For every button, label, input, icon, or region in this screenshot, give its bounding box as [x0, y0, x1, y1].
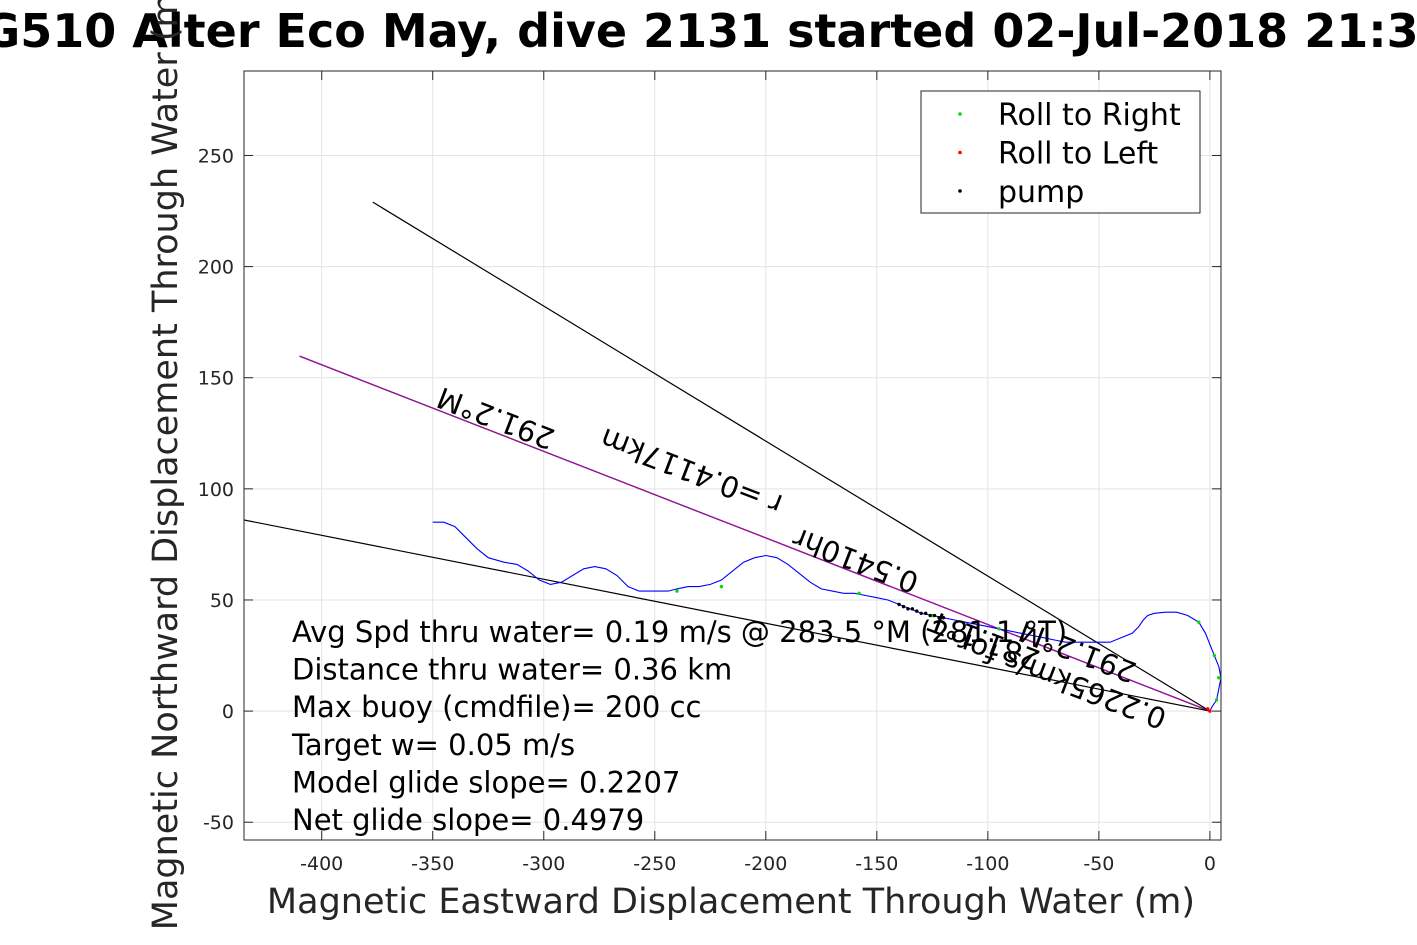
x-tick-label: -250	[633, 853, 676, 875]
legend-label: pump	[998, 175, 1084, 210]
dive-track-line	[432, 521, 1222, 712]
pump-marker	[910, 607, 915, 611]
pump-marker	[906, 607, 910, 611]
y-tick-label: 200	[198, 257, 234, 279]
x-tick-label: -50	[1083, 853, 1114, 875]
annotation-line: Max buoy (cmdfile)= 200 cc	[292, 690, 701, 724]
pump-marker	[928, 613, 932, 618]
y-tick-label: 100	[198, 479, 234, 501]
pump-marker	[932, 613, 937, 618]
pump-marker	[901, 604, 906, 609]
track	[432, 521, 1222, 712]
annotations: Avg Spd thru water= 0.19 m/s @ 283.5 °M …	[291, 615, 1067, 837]
annotation-line: Model glide slope= 0.2207	[292, 765, 680, 799]
axes-box	[243, 70, 1222, 841]
guide-line	[244, 519, 1211, 712]
pump-marker	[919, 611, 923, 616]
roll-right-marker	[857, 591, 861, 595]
x-tick-label: -150	[855, 853, 898, 875]
guide-lines	[244, 201, 1211, 712]
x-tick-label: -200	[744, 853, 787, 875]
pump-marker	[915, 609, 919, 613]
rotated-label: 0.5410hr	[788, 521, 923, 600]
roll-right-marker	[719, 584, 724, 589]
legend-label: Roll to Right	[998, 98, 1181, 133]
annotation-line: Distance thru water= 0.36 km	[292, 653, 732, 687]
y-axis-label: Magnetic Northward Displacement Through …	[146, 0, 186, 930]
roll-right-marker	[675, 589, 679, 593]
ticks: -400 -350 -300 -250 -200 -150 -100 -50 0 -50 0 50 10…	[198, 71, 1221, 875]
heading-line	[299, 355, 1211, 712]
x-tick-label: -300	[522, 853, 565, 875]
legend-label: Roll to Left	[998, 137, 1158, 172]
guide-line	[372, 201, 1211, 712]
pump-marker	[937, 616, 941, 620]
roll-left-marker	[1208, 709, 1212, 713]
pump-marker	[897, 602, 901, 607]
x-axis-label: Magnetic Eastward Displacement Through W…	[267, 882, 1195, 922]
x-tick-label: -350	[411, 853, 454, 875]
annotation-line: Net glide slope= 0.4979	[292, 803, 644, 837]
markers	[675, 584, 1221, 713]
x-tick-label: -100	[966, 853, 1009, 875]
legend-marker	[958, 189, 962, 193]
y-tick-label: -50	[203, 812, 234, 834]
y-tick-label: 50	[210, 590, 234, 612]
annotation-line: Target w= 0.05 m/s	[291, 728, 575, 762]
y-tick-label: 250	[198, 145, 234, 167]
x-tick-label: -400	[300, 853, 343, 875]
roll-left-marker	[1205, 707, 1210, 711]
x-tick-label: 0	[1204, 853, 1216, 875]
roll-right-marker	[1217, 676, 1221, 680]
roll-right-marker	[997, 627, 1001, 631]
legend-marker	[958, 150, 962, 155]
rotated-label: 291.2°M	[433, 380, 560, 456]
chart-title: SG510 Alter Eco May, dive 2131 started 0…	[0, 4, 1417, 58]
y-tick-label: 150	[198, 368, 234, 390]
legend-box	[920, 90, 1201, 214]
annotation-line: Avg Spd thru water= 0.19 m/s @ 283.5 °M …	[292, 615, 1067, 649]
roll-right-marker	[1212, 653, 1217, 658]
pump-marker	[941, 616, 946, 620]
pump-marker	[923, 611, 928, 616]
grid	[244, 71, 1221, 840]
roll-right-marker	[1197, 620, 1201, 624]
legend-marker	[958, 112, 962, 116]
roll-right-marker	[1214, 698, 1219, 702]
y-tick-label: 0	[222, 701, 234, 723]
